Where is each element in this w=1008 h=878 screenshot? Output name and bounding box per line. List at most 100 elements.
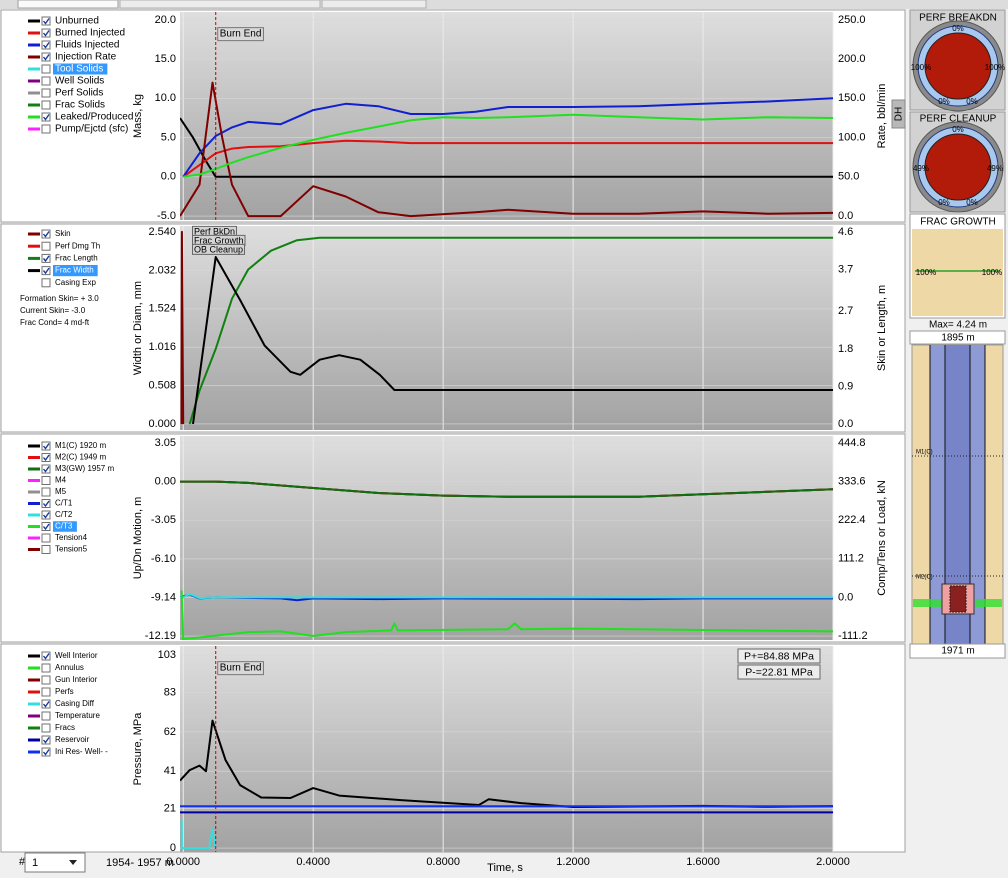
y-tick-label: 1.524 — [148, 303, 176, 315]
chart-panel: 2.5402.0321.5241.0160.5080.0004.63.72.71… — [1, 224, 905, 432]
legend-checkbox[interactable] — [42, 712, 50, 720]
y-axis-label: Up/Dn Motion, m — [132, 497, 144, 580]
plot-area — [180, 226, 833, 430]
perf-label: 0% — [966, 198, 978, 207]
x-tick-label: 0.4000 — [296, 856, 330, 868]
y-tick-label: 111.2 — [838, 553, 864, 565]
y-tick-label: 222.4 — [838, 514, 866, 526]
legend-label: Well Interior — [55, 651, 98, 660]
legend-checkbox[interactable] — [42, 77, 50, 85]
frac-zone — [913, 599, 941, 607]
y-tick-label: 21 — [164, 803, 176, 815]
x-tick-label: 1.6000 — [686, 856, 720, 868]
y-tick-label: 200.0 — [838, 53, 866, 65]
y-tick-label: 150.0 — [838, 92, 866, 104]
y-tick-label: -5.0 — [157, 210, 176, 222]
legend-checkbox[interactable] — [42, 101, 50, 109]
perf-charges — [950, 586, 966, 612]
legend-checkbox[interactable] — [42, 242, 50, 250]
legend-label: Temperature — [55, 711, 100, 720]
y-axis-label: Mass, kg — [132, 94, 144, 138]
legend-checkbox[interactable] — [42, 477, 50, 485]
frac-label: 100% — [982, 268, 1002, 277]
legend-label: Unburned — [55, 16, 99, 27]
perf-label: 0% — [938, 198, 950, 207]
note: Current Skin= -3.0 — [20, 306, 86, 315]
legend-checkbox[interactable] — [42, 688, 50, 696]
y-tick-label: 62 — [164, 726, 176, 738]
legend-label: M5 — [55, 487, 67, 496]
perf-label: 49% — [913, 164, 929, 173]
y-axis-label: Pressure, MPa — [132, 712, 144, 786]
y-tick-label: 0.00 — [155, 476, 176, 488]
gauge-label: M2(C) — [916, 575, 933, 581]
tab[interactable] — [120, 0, 320, 8]
legend-label: Tool Solids — [55, 64, 103, 75]
legend-label: Leaked/Produced — [55, 112, 133, 123]
y-tick-label: 100.0 — [838, 131, 866, 143]
legend-checkbox[interactable] — [42, 546, 50, 554]
legend-checkbox[interactable] — [42, 488, 50, 496]
frac-zone — [975, 599, 1002, 607]
legend-checkbox[interactable] — [42, 125, 50, 133]
y-tick-label: 3.05 — [155, 437, 176, 449]
perf-label: 100% — [911, 63, 931, 72]
legend-label: Annulus — [55, 663, 84, 672]
y-tick-label: 444.8 — [838, 437, 866, 449]
annotation-label: Burn End — [220, 663, 262, 674]
legend-label: C/T1 — [55, 499, 73, 508]
legend-label: Ini Res- Well- - — [55, 747, 108, 756]
legend-label: Perf Dmg Th — [55, 241, 100, 250]
tab[interactable] — [322, 0, 426, 8]
legend-label: Fluids Injected — [55, 40, 119, 51]
y-tick-label: 4.6 — [838, 226, 853, 238]
y2-axis-label: Rate, bbl/min — [876, 84, 888, 149]
legend-label: Perfs — [55, 687, 74, 696]
y-tick-label: 0.0 — [838, 591, 853, 603]
legend-label: Injection Rate — [55, 52, 117, 63]
legend-checkbox[interactable] — [42, 676, 50, 684]
y-tick-label: 41 — [164, 765, 176, 777]
legend-label: Tension5 — [55, 545, 88, 554]
legend-checkbox[interactable] — [42, 279, 50, 287]
perf-core — [925, 134, 991, 200]
legend-label: Reservoir — [55, 735, 90, 744]
tab[interactable] — [18, 0, 118, 8]
body: 20.015.010.05.00.0-5.0250.0200.0150.0100… — [0, 0, 1008, 878]
y-tick-label: 1.8 — [838, 343, 853, 355]
frac-growth-title: FRAC GROWTH — [920, 217, 996, 228]
y-tick-label: 5.0 — [161, 131, 176, 143]
legend-label: Casing Exp — [55, 278, 96, 287]
legend-label: Burned Injected — [55, 28, 125, 39]
readout: P-=22.81 MPa — [745, 666, 813, 678]
frac-max: Max= 4.24 m — [929, 320, 987, 331]
y-tick-label: 0.9 — [838, 380, 853, 392]
depth-range: 1954- 1957 m — [106, 857, 174, 869]
legend-checkbox[interactable] — [42, 534, 50, 542]
legend-label: Pump/Ejctd (sfc) — [55, 124, 128, 135]
legend-label: Frac Solids — [55, 100, 105, 111]
legend-label: M2(C) 1949 m — [55, 453, 106, 462]
legend-label: M3(GW) 1957 m — [55, 464, 114, 473]
series-line — [182, 232, 184, 424]
perf-label: 0% — [952, 24, 964, 33]
y-tick-label: 20.0 — [155, 14, 176, 26]
legend-label: Gun Interior — [55, 675, 98, 684]
legend-label: Frac Length — [55, 254, 98, 263]
x-tick-label: 2.0000 — [816, 856, 850, 868]
event-marker: OB Cleanup — [194, 244, 243, 254]
legend-label: M1(C) 1920 m — [55, 441, 106, 450]
legend-checkbox[interactable] — [42, 724, 50, 732]
legend-checkbox[interactable] — [42, 89, 50, 97]
top-depth: 1895 m — [941, 333, 974, 344]
legend-checkbox[interactable] — [42, 664, 50, 672]
y-tick-label: -9.14 — [151, 591, 176, 603]
legend-label: Perf Solids — [55, 88, 103, 99]
y-tick-label: 0.0 — [838, 418, 853, 430]
y-tick-label: 83 — [164, 686, 176, 698]
y-tick-label: 2.7 — [838, 305, 853, 317]
legend-checkbox[interactable] — [42, 65, 50, 73]
legend-label: Tension4 — [55, 533, 88, 542]
y-tick-label: 333.6 — [838, 475, 866, 487]
